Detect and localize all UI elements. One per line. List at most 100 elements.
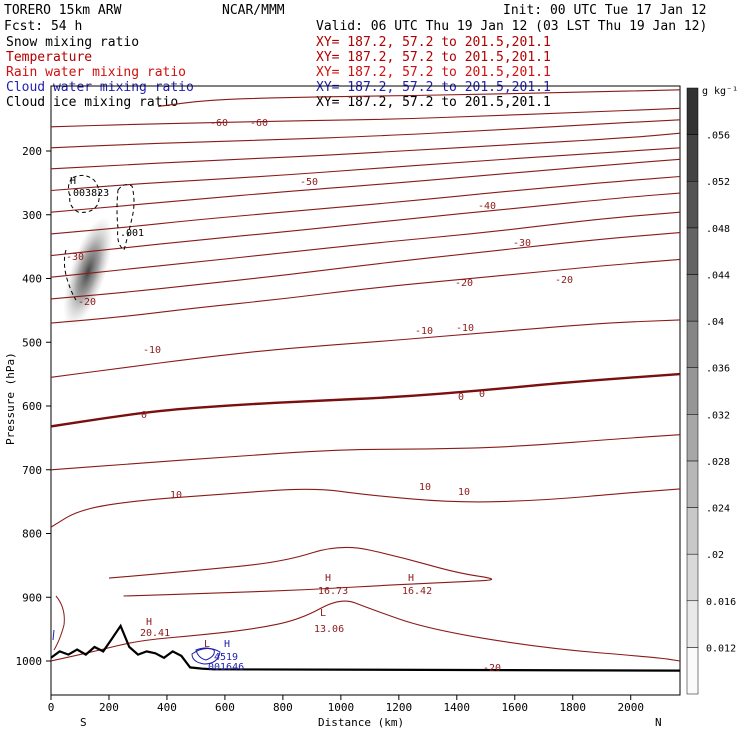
colorbar-tick-label: 0.012: [706, 643, 736, 654]
isotherm-labels: -60 -60 -50 -40 -30 -30 -20 -20 -20 -10 …: [66, 118, 573, 674]
colorbar-swatch: [686, 507, 699, 555]
isotherm-15: [108, 546, 493, 597]
water-high-marker: H: [224, 639, 230, 650]
y-tick-label: 400: [22, 273, 42, 286]
x-tick-label: 800: [273, 701, 293, 714]
colorbar-tick-label: .044: [706, 270, 730, 281]
isotherm-label: -30: [66, 252, 84, 263]
model-title: TORERO 15km ARW: [4, 3, 122, 18]
colorbar-tick-label: .032: [706, 410, 730, 421]
terrain-surface: [51, 623, 680, 672]
colorbar-tick-label: .048: [706, 224, 730, 235]
header: TORERO 15km ARW NCAR/MMM Init: 00 UTC Tu…: [4, 3, 707, 34]
high-low-markers: H 20.41 H 16.73 H 16.42 L 13.06 H .00382…: [67, 176, 432, 673]
colorbar-tick-label: .02: [706, 550, 724, 561]
field-label-temperature: Temperature: [6, 50, 92, 65]
isotherm-minus-25: [51, 192, 680, 257]
isotherm-label: -20: [455, 278, 473, 289]
snow-shading: [63, 216, 113, 328]
isotherm-label: -10: [143, 345, 161, 356]
x-tick-label: 0: [48, 701, 55, 714]
isotherm-20: [51, 600, 680, 662]
field-label-rain: Rain water mixing ratio: [6, 65, 186, 80]
ice-high-marker: H: [70, 176, 76, 187]
colorbar-tick-label: .052: [706, 177, 730, 188]
isotherm-label: -60: [250, 118, 268, 129]
y-tick-label: 700: [22, 464, 42, 477]
isotherm-label: 10: [419, 482, 431, 493]
cloud-water-contour: [52, 629, 55, 641]
colorbar: g kg⁻¹ 0.012 0.016 .02 .024 .028 .032 .036 .04.…: [686, 86, 738, 695]
isotherm-minus-55: [51, 107, 680, 128]
colorbar-swatch: [686, 600, 699, 648]
x-tick-label: 1000: [328, 701, 355, 714]
y-tick-label: 200: [22, 145, 42, 158]
y-axis-title: Pressure (hPa): [4, 352, 17, 445]
isotherm-label: -30: [513, 238, 531, 249]
isotherm-minus-45: [51, 132, 680, 170]
x-tick-label: 2000: [617, 701, 644, 714]
y-tick-label: 600: [22, 400, 42, 413]
cloud-ice-contour: [116, 184, 135, 251]
colorbar-tick-label: .04: [706, 317, 724, 328]
forecast-hour: Fcst: 54 h: [4, 19, 82, 34]
isotherm-label: -20: [555, 275, 573, 286]
colorbar-swatch: [686, 553, 699, 602]
x-tick-label: 1800: [560, 701, 587, 714]
isotherm-minus-10: [51, 258, 680, 324]
isotherm-minus-30: [51, 175, 680, 235]
low-level-contour: [53, 595, 65, 651]
low-value: 13.06: [314, 624, 344, 635]
water-low-value: 001646: [208, 662, 244, 673]
colorbar-swatch: [686, 367, 699, 415]
colorbar-tick-label: .056: [706, 131, 730, 142]
x-end-label-north: N: [655, 716, 662, 729]
y-tick-label: 900: [22, 591, 42, 604]
isotherm-label: 0: [479, 389, 485, 400]
cloud-water-contour: [195, 647, 215, 661]
high-marker: H: [325, 573, 331, 584]
x-axis-title: Distance (km): [318, 716, 404, 729]
isotherm-0: [51, 372, 680, 428]
x-tick-label: 200: [99, 701, 119, 714]
isotherm-minus-35: [51, 158, 680, 213]
high-value: 16.73: [318, 586, 348, 597]
colorbar-swatch: [686, 134, 699, 182]
isotherm-minus-40: [51, 147, 680, 192]
high-value: 20.41: [140, 628, 170, 639]
colorbar-tick-label: .028: [706, 457, 730, 468]
cloud-ice-contour: [63, 249, 77, 301]
isotherm-layer: [51, 89, 680, 662]
y-tick-label: 300: [22, 209, 42, 222]
isotherm-minus-50: [51, 119, 680, 149]
high-marker: H: [408, 573, 414, 584]
water-high-value: 4519: [214, 652, 238, 663]
valid-time: Valid: 06 UTC Thu 19 Jan 12 (03 LST Thu …: [316, 19, 707, 34]
colorbar-swatch: [686, 227, 699, 275]
colorbar-swatch: [686, 87, 699, 135]
cloud-water-contour: [191, 648, 221, 665]
isotherm-label: 0: [141, 410, 147, 421]
colorbar-tick-label: 0.016: [706, 597, 736, 608]
isotherm-label: -10: [415, 326, 433, 337]
isotherm-label: -50: [300, 177, 318, 188]
isotherm-label: -10: [456, 323, 474, 334]
x-tick-label: 1400: [444, 701, 471, 714]
colorbar-swatch: [686, 180, 699, 229]
colorbar-tick-label: .036: [706, 364, 730, 375]
colorbar-swatch: [686, 320, 699, 368]
ice-contour-label: .001: [120, 228, 144, 239]
colorbar-unit: g kg⁻¹: [702, 86, 738, 97]
init-time: Init: 00 UTC Tue 17 Jan 12: [503, 3, 707, 18]
colorbar-swatch: [686, 647, 699, 695]
high-value: 16.42: [402, 586, 432, 597]
water-low-marker: L: [204, 639, 210, 650]
isotherm-label: -60: [210, 118, 228, 129]
isotherm-10: [51, 488, 680, 528]
y-tick-label: 800: [22, 528, 42, 541]
x-tick-label: 600: [215, 701, 235, 714]
plot-frame: [50, 85, 681, 696]
field-xy-cloud-ice: XY= 187.2, 57.2 to 201.5,201.1: [316, 95, 551, 110]
colorbar-swatch: [686, 460, 699, 508]
